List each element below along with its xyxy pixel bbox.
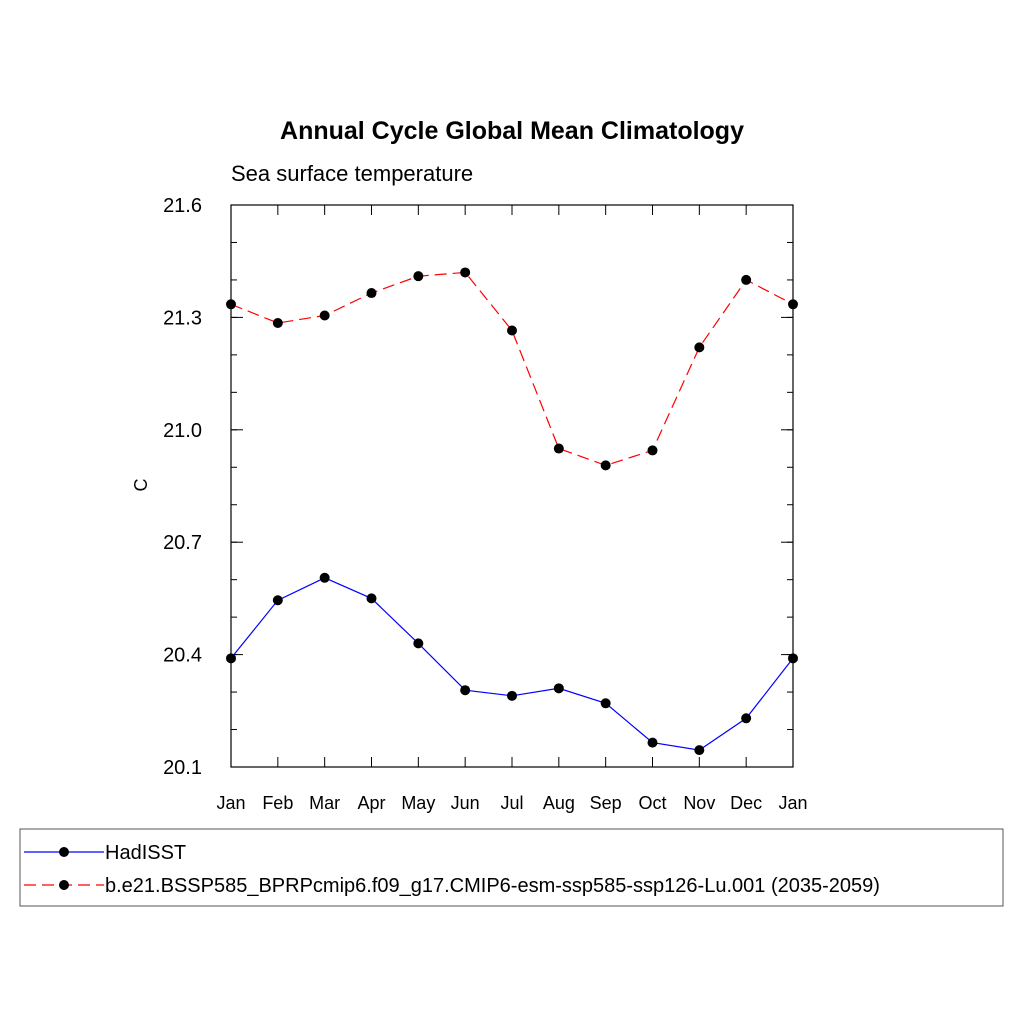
series-2-point: [319, 310, 330, 321]
x-tick-label: Nov: [683, 793, 715, 813]
x-tick-label: Mar: [309, 793, 340, 813]
series-1-point: [741, 713, 752, 724]
x-tick-label: Apr: [357, 793, 385, 813]
series-2-point: [741, 274, 752, 285]
x-tick-label: Feb: [262, 793, 293, 813]
series-1-point: [600, 698, 611, 709]
series-1-point: [647, 737, 658, 748]
legend-box: [19, 828, 1004, 907]
legend-label-2: b.e21.BSSP585_BPRPcmip6.f09_g17.CMIP6-es…: [105, 875, 880, 897]
series-2-point: [272, 318, 283, 329]
x-tick-label: Aug: [543, 793, 575, 813]
series-2-point: [460, 267, 471, 278]
series-1-point: [319, 572, 330, 583]
legend-label-1: HadISST: [105, 842, 186, 864]
y-tick-label: 21.0: [163, 420, 202, 442]
axis-tick-labels: Jan Feb Mar Apr May Jun Jul Aug Sep Oct Nov Dec Jan 2…: [163, 195, 807, 813]
series-1-point: [460, 685, 471, 696]
chart-title: Annual Cycle Global Mean Climatology: [280, 117, 744, 145]
series-2-point: [226, 299, 236, 310]
x-tick-label: May: [401, 793, 435, 813]
series-1-point: [226, 653, 236, 664]
series-1-point: [413, 638, 424, 649]
series-2-point: [788, 299, 798, 310]
x-tick-label: Oct: [638, 793, 666, 813]
series-1-point: [694, 745, 705, 756]
legend-marker-2: [59, 880, 69, 890]
y-tick-label: 21.3: [163, 307, 202, 329]
x-tick-label: Dec: [730, 793, 762, 813]
legend-entries: HadISST b.e21.BSSP585_BPRPcmip6.f09_g17.C…: [24, 842, 880, 897]
series-1-point: [553, 683, 564, 694]
x-tick-label: Jul: [500, 793, 523, 813]
series-2-point: [413, 271, 424, 282]
series-2-point: [366, 288, 377, 299]
legend: HadISST b.e21.BSSP585_BPRPcmip6.f09_g17.C…: [19, 828, 1004, 907]
chart-subtitle: Sea surface temperature: [231, 161, 473, 186]
series-2-point: [647, 445, 658, 456]
y-tick-label: 20.1: [163, 757, 202, 779]
series-2-point: [600, 460, 611, 471]
series-2-point: [553, 443, 564, 454]
series-markers: [226, 267, 798, 756]
y-tick-label: 20.4: [163, 645, 202, 667]
series-1-point: [507, 690, 517, 701]
series-2-point: [507, 325, 517, 336]
x-tick-label: Jan: [216, 793, 245, 813]
series-2-point: [694, 342, 705, 353]
y-axis-label: C: [131, 479, 151, 492]
x-tick-label: Jun: [451, 793, 480, 813]
series-1-point: [788, 653, 798, 664]
x-tick-label: Sep: [590, 793, 622, 813]
series-1-point: [366, 593, 377, 604]
x-tick-label: Jan: [778, 793, 807, 813]
y-tick-label: 21.6: [163, 195, 202, 217]
series-1-point: [272, 595, 283, 606]
legend-marker-1: [59, 847, 69, 857]
y-tick-label: 20.7: [163, 532, 202, 554]
